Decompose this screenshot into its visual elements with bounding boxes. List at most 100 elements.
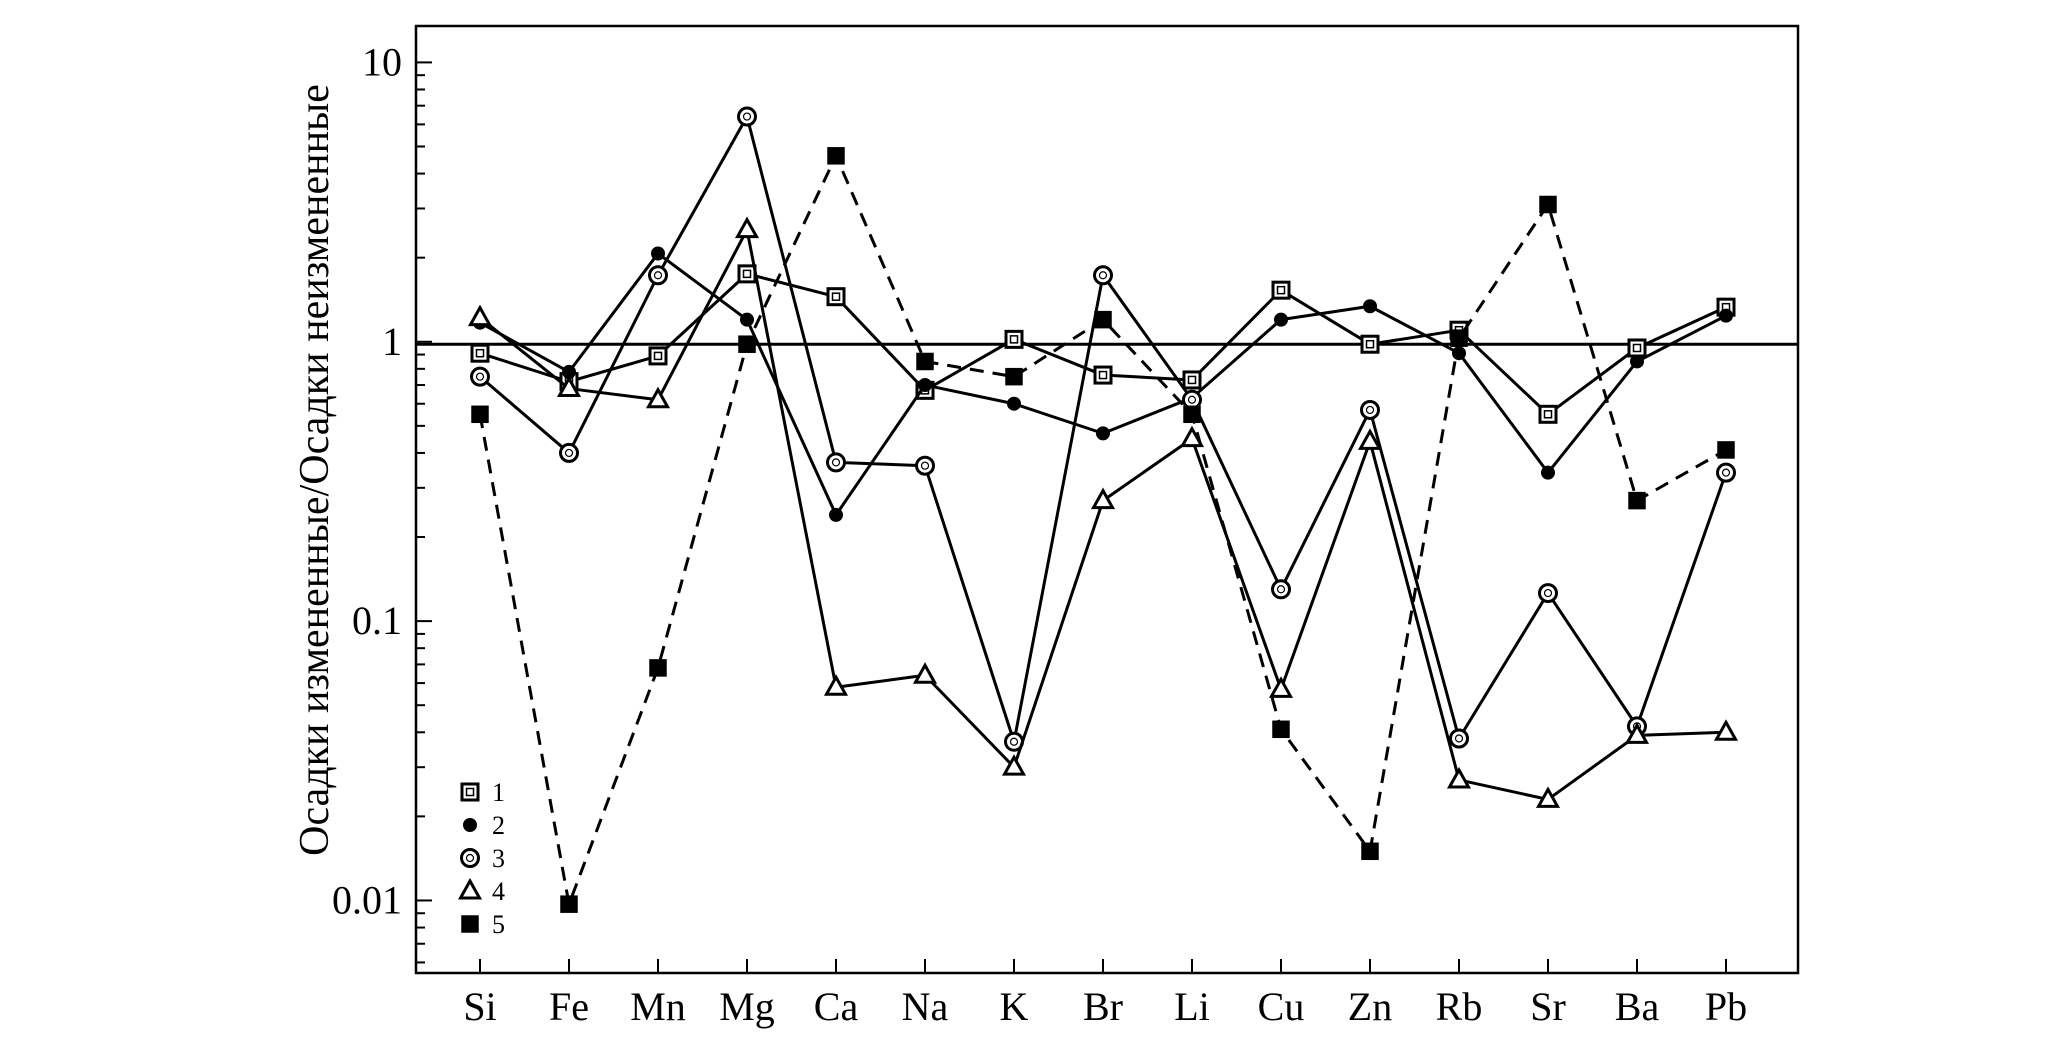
series-2-point-zn bbox=[1363, 299, 1377, 314]
series-1-point-mn bbox=[648, 346, 668, 366]
x-tick-label-zn: Zn bbox=[1348, 984, 1392, 1029]
series-4-point-fe bbox=[556, 375, 582, 398]
legend-marker-2 bbox=[463, 818, 477, 832]
series-3-point-si bbox=[470, 366, 490, 387]
series-1-point-si bbox=[470, 343, 490, 363]
series-2-point-ba bbox=[1630, 354, 1644, 369]
series-4-point-br bbox=[1090, 487, 1116, 510]
legend-label-3: 3 bbox=[492, 844, 505, 873]
series-3-point-br bbox=[1093, 265, 1113, 286]
series-2-point-mg bbox=[740, 312, 754, 327]
series-3-point-ca bbox=[826, 452, 846, 473]
series-4-point-zn bbox=[1357, 428, 1383, 450]
series-3-point-sr bbox=[1538, 583, 1558, 604]
series-5-point-sr bbox=[1539, 195, 1557, 214]
series-1-point-zn bbox=[1360, 334, 1380, 354]
series-4-point-ba bbox=[1624, 722, 1650, 744]
axis-layer: 10 1 0.1 0.01 Si Fe Mn Mg Ca Na K Br Li Cu Zn Rb Sr Ba Pb bbox=[332, 39, 1747, 1029]
series-2-point-mn bbox=[651, 246, 665, 261]
series-5-point-br bbox=[1094, 310, 1112, 329]
legend-marker-4 bbox=[457, 877, 483, 900]
x-tick-label-ca: Ca bbox=[814, 984, 859, 1029]
series-5-point-na bbox=[916, 352, 934, 371]
series-4-point-pb bbox=[1713, 719, 1739, 741]
series-2-point-ca bbox=[829, 507, 843, 522]
x-tick-label-sr: Sr bbox=[1530, 984, 1566, 1029]
x-tick-label-li: Li bbox=[1174, 984, 1210, 1029]
series-2-point-na bbox=[918, 378, 932, 393]
series-1-point-k bbox=[1004, 329, 1024, 349]
series-5-point-ca bbox=[827, 147, 845, 165]
y-tick-label: 10 bbox=[362, 39, 402, 84]
legend-label-4: 4 bbox=[492, 877, 505, 906]
series-1-point-ba bbox=[1627, 338, 1647, 358]
series-4-point-ca bbox=[823, 674, 849, 696]
x-tick-label-ba: Ba bbox=[1615, 984, 1660, 1029]
series-2-point-rb bbox=[1452, 346, 1466, 361]
series-1-point-li bbox=[1182, 370, 1202, 390]
series-3-point-mg bbox=[737, 106, 757, 127]
x-tick-label-br: Br bbox=[1083, 984, 1123, 1029]
x-tick-label-mn: Mn bbox=[630, 984, 686, 1029]
series-2-point-k bbox=[1007, 396, 1021, 411]
plot-area-frame bbox=[414, 24, 1800, 975]
series-1-point-sr bbox=[1538, 404, 1558, 424]
series-4-point-mn bbox=[645, 386, 671, 409]
legend: 1 2 3 4 5 bbox=[457, 778, 505, 939]
legend-label-1: 1 bbox=[492, 778, 505, 807]
legend-marker-5 bbox=[461, 915, 479, 933]
series-4-point-k bbox=[1001, 754, 1027, 776]
series-layer bbox=[467, 106, 1739, 913]
series-4-point-cu bbox=[1268, 676, 1294, 698]
legend-label-5: 5 bbox=[492, 910, 505, 939]
series-2-point-cu bbox=[1274, 312, 1288, 327]
y-tick-label: 0.1 bbox=[352, 598, 402, 643]
series-2-point-br bbox=[1096, 426, 1110, 441]
series-1 bbox=[470, 264, 1736, 424]
series-4-point-sr bbox=[1535, 786, 1561, 808]
series-1-point-ca bbox=[826, 287, 846, 307]
legend-marker-3 bbox=[460, 848, 480, 868]
plot-frame-layer bbox=[414, 24, 1800, 975]
x-tick-label-pb: Pb bbox=[1705, 984, 1747, 1029]
y-tick-label: 1 bbox=[382, 319, 402, 364]
series-2-point-pb bbox=[1719, 308, 1733, 323]
series-4-point-rb bbox=[1446, 766, 1472, 789]
series-1-point-cu bbox=[1271, 280, 1291, 300]
series-4-point-na bbox=[912, 662, 938, 684]
series-3-point-cu bbox=[1271, 579, 1291, 600]
series-3-point-mn bbox=[648, 265, 668, 286]
series-5-point-zn bbox=[1361, 842, 1379, 861]
x-tick-label-fe: Fe bbox=[549, 984, 589, 1029]
y-tick-label: 0.01 bbox=[332, 877, 402, 922]
series-4-point-si bbox=[467, 304, 493, 327]
series-5-point-si bbox=[471, 405, 489, 424]
x-tick-label-si: Si bbox=[463, 984, 496, 1029]
x-tick-label-cu: Cu bbox=[1258, 984, 1305, 1029]
legend-label-2: 2 bbox=[492, 811, 505, 840]
series-3-point-pb bbox=[1716, 462, 1736, 483]
series-5-point-mg bbox=[738, 335, 756, 353]
y-axis-label: Осадки измененные/Осадки неизмененные bbox=[292, 84, 338, 856]
x-tick-label-na: Na bbox=[902, 984, 949, 1029]
series-3-point-zn bbox=[1360, 399, 1380, 420]
series-2-point-sr bbox=[1541, 465, 1555, 480]
series-5-point-ba bbox=[1628, 491, 1646, 510]
series-3-point-na bbox=[915, 455, 935, 476]
x-tick-label-mg: Mg bbox=[719, 984, 775, 1029]
series-3-point-rb bbox=[1449, 728, 1469, 749]
series-1-point-br bbox=[1093, 365, 1113, 385]
series-4-point-li bbox=[1179, 425, 1205, 448]
series-5-point-cu bbox=[1272, 720, 1290, 739]
series-5-point-li bbox=[1183, 405, 1201, 424]
series-5-point-k bbox=[1005, 367, 1023, 386]
series-3-point-fe bbox=[559, 442, 579, 463]
series-5-point-fe bbox=[560, 895, 578, 913]
series-4 bbox=[467, 216, 1739, 808]
x-tick-label-k: K bbox=[1000, 984, 1029, 1029]
series-4-point-mg bbox=[734, 216, 760, 239]
x-tick-label-rb: Rb bbox=[1436, 984, 1483, 1029]
series-5-point-mn bbox=[649, 659, 667, 677]
series-5-point-rb bbox=[1450, 329, 1468, 347]
